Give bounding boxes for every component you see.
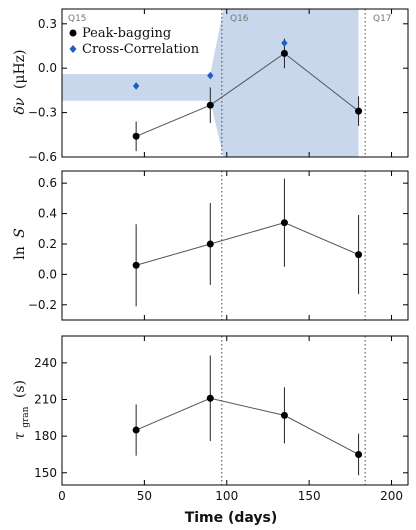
plot-area xyxy=(62,9,366,157)
data-point xyxy=(355,107,363,115)
axes-frame xyxy=(61,335,409,486)
x-tick-label: 0 xyxy=(58,489,66,503)
y-axis-title-middle: ln S xyxy=(12,228,28,260)
panel-tau-gran: 150 180 210 240 0 50 100 150 200 xyxy=(34,335,409,503)
data-point xyxy=(206,240,214,248)
y-axis-title-bottom: τ gran (s) xyxy=(12,380,32,440)
x-tick-label: 50 xyxy=(137,489,152,503)
y-tick-label: 0.4 xyxy=(38,207,57,221)
legend-marker-peak-bagging xyxy=(69,29,77,37)
ylabel-ln: ln xyxy=(12,246,28,260)
data-point xyxy=(132,132,140,140)
x-tick-label: 100 xyxy=(215,489,238,503)
ylabel-tau-unit: (s) xyxy=(12,380,28,398)
y-tick-label: 0.0 xyxy=(38,267,57,281)
legend: Peak-bagging Cross-Correlation xyxy=(69,26,200,57)
quarter-label-q17: Q17 xyxy=(373,14,392,24)
ylabel-delta-nu-unit: (μHz) xyxy=(12,49,28,89)
ylabel-s: S xyxy=(12,228,28,238)
plot-area xyxy=(132,336,366,485)
quarter-label-q16: Q16 xyxy=(230,14,249,24)
legend-label-cross-correlation: Cross-Correlation xyxy=(82,42,200,57)
ylabel-tau: τ xyxy=(12,432,28,440)
data-point xyxy=(280,411,288,419)
data-point xyxy=(206,101,214,109)
ylabel-delta-nu: δν xyxy=(12,97,28,114)
series-line xyxy=(135,52,359,137)
y-tick-label: 0.2 xyxy=(38,237,57,251)
y-tick-label: 0.0 xyxy=(38,61,57,75)
legend-marker-cross-correlation xyxy=(69,45,77,53)
y-tick-label: 150 xyxy=(34,466,57,480)
panel-ln-s: −0.2 0.0 0.2 0.4 0.6 xyxy=(28,170,409,321)
legend-label-peak-bagging: Peak-bagging xyxy=(82,26,171,41)
y-tick-label: 210 xyxy=(34,393,57,407)
y-tick-label: −0.3 xyxy=(28,106,57,120)
data-point xyxy=(132,426,140,434)
y-tick-label: −0.2 xyxy=(28,298,57,312)
y-tick-label: 0.6 xyxy=(38,176,57,190)
plot-area xyxy=(132,171,366,320)
y-tick-label: −0.6 xyxy=(28,150,57,164)
cross-correlation-point xyxy=(207,71,214,80)
series-line xyxy=(136,222,359,266)
axes-frame xyxy=(61,170,409,321)
quarter-label-q15: Q15 xyxy=(68,14,87,24)
data-point xyxy=(355,450,363,458)
y-tick-label: 0.3 xyxy=(38,17,57,31)
x-axis-title: Time (days) xyxy=(185,510,278,526)
cross-correlation-point xyxy=(281,39,288,47)
y-axis-title-top: δν (μHz) xyxy=(12,49,28,114)
data-point xyxy=(280,49,288,57)
data-point xyxy=(206,394,214,402)
ylabel-tau-subscript: gran xyxy=(21,406,31,427)
y-tick-label: 240 xyxy=(34,356,57,370)
panel-delta-nu: −0.6 −0.3 0.0 0.3 xyxy=(28,8,409,164)
x-tick-label: 150 xyxy=(298,489,321,503)
data-point xyxy=(355,251,363,259)
y-tick-label: 180 xyxy=(34,429,57,443)
cross-correlation-point xyxy=(132,82,140,90)
axes-frame xyxy=(61,8,409,158)
data-point xyxy=(280,219,288,227)
x-tick-label: 200 xyxy=(380,489,403,503)
data-point xyxy=(132,261,140,269)
series-line xyxy=(135,397,359,455)
